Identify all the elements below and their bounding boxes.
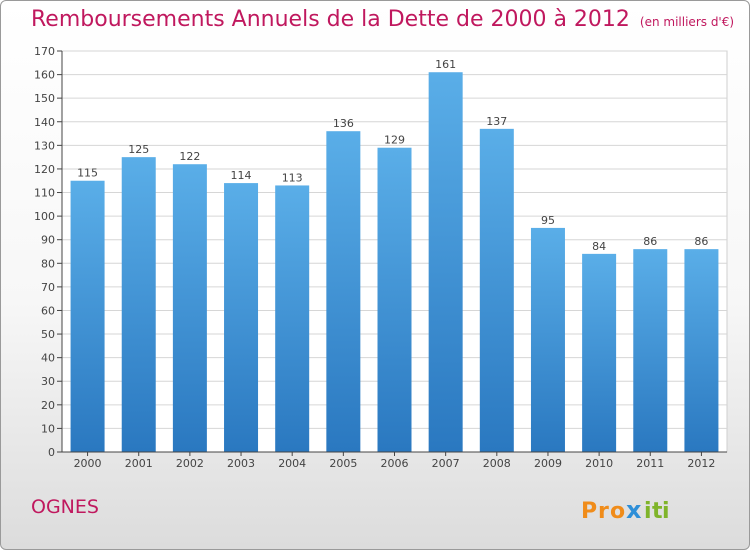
x-tick-label: 2004	[278, 457, 306, 470]
x-tick-label: 2007	[432, 457, 460, 470]
logo-letter: t	[652, 499, 663, 524]
y-tick-label: 170	[34, 45, 55, 58]
bar-value-label: 129	[384, 134, 405, 147]
bar	[224, 183, 259, 452]
place-name: OGNES	[31, 496, 99, 518]
bar	[275, 185, 310, 452]
bar-value-label: 86	[643, 235, 657, 248]
y-tick-label: 90	[41, 234, 55, 247]
y-tick-label: 100	[34, 210, 55, 223]
x-axis: 2000 2001 2002 2003 2004 2005 2006 2007 2008 2009…	[62, 451, 727, 470]
x-tick-label: 2008	[483, 457, 511, 470]
y-tick-label: 40	[41, 352, 55, 365]
bar-value-label: 137	[486, 115, 507, 128]
logo-letter: P	[581, 499, 597, 524]
bar	[121, 157, 156, 452]
logo-letter: i	[644, 499, 652, 524]
x-tick-label: 2000	[74, 457, 102, 470]
x-tick-label: 2001	[125, 457, 153, 470]
bar	[428, 72, 463, 453]
chart-subtitle: (en milliers d'€)	[639, 15, 735, 29]
bar	[633, 249, 668, 452]
logo-letter: r	[598, 499, 609, 524]
y-tick-label: 10	[41, 422, 55, 435]
y-tick-label: 30	[41, 375, 55, 388]
x-tick-label: 2011	[636, 457, 664, 470]
bar-value-label: 84	[592, 240, 606, 253]
x-tick-label: 2012	[687, 457, 715, 470]
bar-value-label: 122	[179, 150, 200, 163]
y-tick-label: 20	[41, 399, 55, 412]
y-tick-label: 0	[48, 446, 55, 459]
bar-value-label: 125	[128, 143, 149, 156]
bars	[70, 72, 719, 453]
bar	[377, 147, 412, 452]
bar	[326, 131, 361, 452]
bar-value-label: 136	[333, 117, 354, 130]
y-tick-label: 70	[41, 281, 55, 294]
logo-letter: x	[626, 496, 642, 524]
bar	[479, 128, 514, 452]
bar-value-label: 115	[77, 167, 98, 180]
y-tick-label: 60	[41, 304, 55, 317]
value-labels: 115 125 122 114 113 136 129 161 137 95 84 86 86	[77, 58, 708, 253]
y-tick-label: 110	[34, 187, 55, 200]
bar	[530, 227, 565, 452]
bar-value-label: 114	[231, 169, 252, 182]
y-axis: 0 10 20 30 40 50 60 70 80 90 100 110 120 130 140 150 160…	[34, 45, 63, 459]
logo-letter: i	[662, 499, 670, 524]
y-tick-label: 150	[34, 92, 55, 105]
chart-title: Remboursements Annuels de la Dette de 20…	[31, 7, 734, 32]
bar-value-label: 113	[282, 171, 303, 184]
bar	[172, 164, 207, 453]
y-tick-label: 50	[41, 328, 55, 341]
y-tick-label: 160	[34, 69, 55, 82]
bar-value-label: 86	[694, 235, 708, 248]
x-tick-label: 2003	[227, 457, 255, 470]
bar	[582, 253, 617, 452]
x-tick-label: 2006	[381, 457, 409, 470]
y-tick-label: 80	[41, 257, 55, 270]
logo-letter: o	[610, 499, 625, 524]
y-tick-label: 130	[34, 139, 55, 152]
bar-value-label: 161	[435, 58, 456, 71]
y-tick-label: 120	[34, 163, 55, 176]
chart-title-text: Remboursements Annuels de la Dette de 20…	[31, 7, 630, 32]
bar	[684, 249, 719, 452]
bar-value-label: 95	[541, 214, 555, 227]
x-tick-label: 2010	[585, 457, 613, 470]
x-tick-label: 2009	[534, 457, 562, 470]
x-tick-label: 2002	[176, 457, 204, 470]
bar	[70, 180, 105, 452]
y-tick-label: 140	[34, 116, 55, 129]
bar-chart: 115 125 122 114 113 136 129 161 137 95 84 86 86 0 10 2…	[34, 45, 728, 470]
x-tick-label: 2005	[329, 457, 357, 470]
